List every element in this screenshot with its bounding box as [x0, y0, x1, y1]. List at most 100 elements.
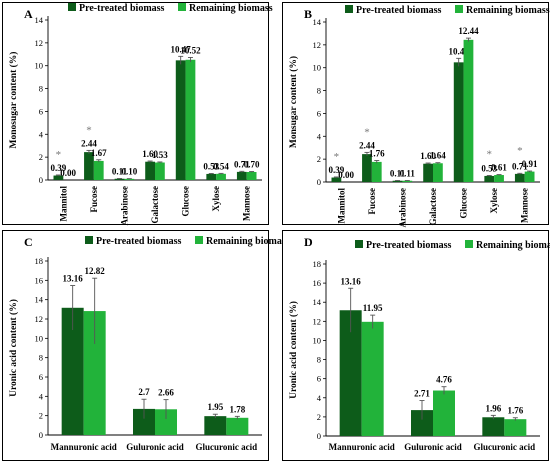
significance-marker: *	[517, 145, 523, 157]
y-tick-label: 16	[35, 275, 44, 285]
data-label: 0.00	[60, 168, 76, 178]
legend-label-1: Pre-treated biomass	[366, 240, 452, 251]
bar-remaining	[361, 321, 384, 436]
significance-marker: *	[334, 151, 340, 163]
data-label: 12.82	[85, 266, 106, 276]
data-label: 2.44	[359, 140, 375, 150]
bar-pretreated	[514, 173, 525, 182]
y-tick-label: 4	[39, 391, 44, 401]
significance-marker: *	[56, 149, 62, 161]
bar-pretreated	[411, 410, 433, 436]
x-category-label: Guluronic acid	[404, 442, 462, 452]
y-tick-label: 12	[35, 38, 44, 48]
legend-swatch-2	[195, 236, 203, 244]
bar-remaining	[494, 175, 504, 182]
legend-label-1: Pre-treated biomass	[79, 3, 165, 14]
bar-remaining	[155, 162, 165, 180]
data-label: 1.53	[152, 150, 168, 160]
data-label: 0.53	[203, 161, 219, 171]
bar-pretreated	[84, 152, 94, 180]
y-tick-label: 18	[313, 259, 322, 269]
legend-swatch-1	[68, 3, 76, 11]
bar-pretreated	[236, 171, 247, 180]
x-category-label: Arabinose	[397, 188, 407, 228]
legend-label-2: Remaining biomass	[466, 5, 550, 16]
bar-remaining	[246, 172, 257, 180]
y-tick-label: 2	[317, 154, 321, 164]
panel-border	[282, 2, 549, 225]
chart-panel-d: D 0 2 4 6 8 10 12 14 16 18 Uronic acid content (%) P…	[282, 230, 550, 461]
bar-remaining	[226, 417, 249, 435]
y-tick-label: 6	[317, 108, 321, 118]
x-category-label: Arabinose	[119, 186, 129, 226]
bar-pretreated	[484, 175, 495, 182]
x-category-label: Galactose	[428, 188, 438, 226]
y-tick-label: 2	[317, 412, 321, 422]
data-label: 0.10	[121, 167, 137, 177]
significance-marker: *	[86, 124, 92, 136]
chart-panel-c: C 0 2 4 6 8 10 12 14 16 18 Uronic acid content (%) P…	[2, 230, 290, 461]
bar-pretreated	[204, 416, 227, 435]
y-tick-label: 14	[35, 295, 44, 305]
bar-pretreated	[331, 177, 342, 182]
y-tick-label: 0	[317, 431, 321, 441]
x-category-label: Mannitol	[336, 188, 346, 224]
legend-swatch-1	[345, 5, 353, 13]
x-category-label: Mannitol	[58, 186, 68, 222]
y-tick-label: 10	[35, 333, 44, 343]
panel-letter: C	[24, 235, 33, 249]
data-label: 2.71	[414, 389, 430, 399]
bar-remaining	[433, 163, 443, 182]
bar-pretreated	[61, 307, 84, 435]
y-tick-label: 0	[39, 430, 43, 440]
y-tick-label: 0	[39, 175, 43, 185]
y-tick-label: 10	[313, 335, 322, 345]
y-tick-label: 8	[317, 86, 321, 96]
y-axis-title: Monosugar content (%)	[8, 52, 19, 149]
data-label: 10.47	[449, 46, 470, 56]
data-label: 1.60	[420, 151, 436, 161]
data-label: 0.00	[338, 170, 354, 180]
data-label: 13.16	[63, 274, 84, 284]
bar-remaining	[216, 173, 226, 180]
y-tick-label: 4	[39, 129, 44, 139]
panel-border	[2, 2, 269, 225]
data-label: 1.60	[142, 149, 158, 159]
data-label: 1.76	[369, 149, 385, 159]
bar-remaining	[371, 161, 382, 182]
bar-pretreated	[339, 310, 362, 436]
legend-label-2: Remaining biomass	[189, 3, 273, 14]
chart-panel-a: A 0 2 4 6 8 10 12 14 Monosugar content (%) Pre-tre…	[2, 2, 273, 226]
data-label: 1.78	[229, 404, 245, 414]
bar-pretreated	[133, 408, 155, 435]
bar-pretreated	[175, 60, 186, 180]
y-axis-title: Uronic acid content (%)	[8, 299, 19, 397]
bar-remaining	[83, 311, 106, 435]
y-tick-label: 12	[35, 314, 44, 324]
bar-remaining	[433, 390, 455, 436]
bar-pretreated	[114, 178, 125, 180]
data-label: 0.70	[244, 160, 260, 170]
data-label: 10.52	[180, 45, 201, 55]
bar-remaining	[524, 171, 535, 182]
panel-letter: D	[304, 235, 313, 249]
bar-remaining	[93, 160, 104, 180]
data-label: 12.44	[458, 26, 479, 36]
data-label: 11.95	[363, 303, 383, 313]
bar-remaining	[402, 180, 413, 182]
y-tick-label: 14	[35, 15, 44, 25]
y-tick-label: 6	[39, 106, 43, 116]
bar-pretreated	[362, 154, 372, 182]
x-category-label: Mannuronic acid	[329, 442, 395, 452]
x-category-label: Glucuronic acid	[474, 442, 536, 452]
legend-label-1: Pre-treated biomass	[356, 5, 442, 16]
bar-remaining	[124, 178, 135, 180]
y-tick-label: 14	[313, 297, 322, 307]
data-label: 0.39	[329, 165, 345, 175]
x-category-label: Mannose	[520, 188, 530, 223]
y-tick-label: 12	[313, 316, 322, 326]
panel-letter: A	[24, 7, 33, 21]
data-label: 1.67	[91, 148, 107, 158]
legend-swatch-2	[455, 5, 463, 13]
